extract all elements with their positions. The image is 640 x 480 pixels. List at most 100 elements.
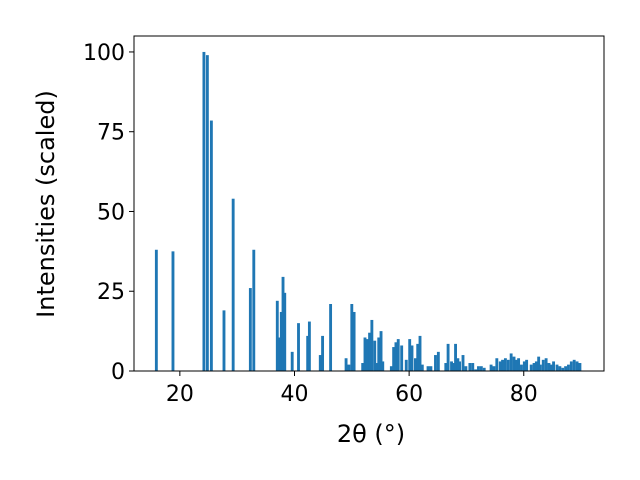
- bar: [517, 358, 521, 371]
- bar: [495, 358, 499, 371]
- bar: [205, 55, 209, 371]
- y-axis-label: Intensities (scaled): [32, 90, 60, 318]
- bar: [547, 363, 551, 371]
- bar: [429, 366, 433, 371]
- bar: [572, 359, 576, 371]
- bar: [454, 343, 457, 371]
- bars: [154, 51, 582, 371]
- bar: [275, 300, 279, 371]
- bar: [522, 361, 526, 371]
- bar: [370, 319, 374, 371]
- bar: [534, 361, 538, 371]
- bar: [492, 366, 496, 371]
- bar: [202, 51, 206, 371]
- bar: [575, 361, 579, 371]
- bar: [520, 364, 523, 371]
- bar: [464, 366, 468, 371]
- y-tick-label: 100: [83, 41, 125, 66]
- bar: [344, 358, 348, 371]
- bar: [434, 355, 437, 371]
- y-tick-label: 0: [111, 360, 125, 385]
- bar: [394, 342, 398, 371]
- bar: [389, 366, 393, 371]
- bar: [368, 332, 372, 371]
- y-axis-ticks: 0 25 50 75 100: [83, 41, 134, 385]
- bar: [350, 304, 354, 371]
- bar: [529, 364, 533, 371]
- bar: [506, 359, 510, 371]
- bar: [363, 337, 367, 371]
- bar: [503, 358, 507, 371]
- bar: [361, 363, 365, 371]
- bar: [561, 367, 565, 371]
- bar: [252, 249, 256, 371]
- bar: [471, 363, 475, 371]
- bar: [222, 310, 226, 371]
- bar: [416, 343, 420, 371]
- bar: [489, 364, 493, 371]
- bar: [418, 335, 422, 371]
- bar: [444, 363, 448, 371]
- bar: [468, 363, 472, 371]
- bar: [525, 359, 529, 371]
- x-tick-label: 40: [280, 382, 308, 407]
- bar: [279, 311, 283, 371]
- bar: [352, 311, 356, 371]
- bar: [479, 366, 483, 371]
- bar: [306, 335, 310, 371]
- bar: [450, 361, 453, 371]
- bar: [544, 358, 548, 371]
- bar: [532, 363, 536, 371]
- x-tick-label: 80: [510, 382, 538, 407]
- bar: [404, 359, 408, 371]
- bar: [458, 361, 461, 371]
- bar: [482, 367, 486, 371]
- bar: [451, 363, 455, 371]
- bar: [461, 355, 465, 371]
- bar: [552, 361, 555, 371]
- bar: [456, 358, 460, 371]
- bar: [373, 340, 377, 371]
- bar: [413, 358, 417, 371]
- bar: [474, 369, 478, 371]
- bar: [569, 361, 573, 371]
- bar: [509, 353, 513, 371]
- bar: [567, 364, 570, 371]
- y-tick-label: 25: [97, 280, 125, 305]
- bar: [248, 288, 252, 371]
- bar: [446, 343, 450, 371]
- bar: [277, 337, 281, 371]
- y-tick-label: 75: [97, 121, 125, 146]
- bar: [498, 361, 502, 371]
- bar: [558, 366, 562, 371]
- bar: [365, 339, 369, 371]
- bar: [329, 304, 333, 371]
- x-axis-label: 2θ (°): [337, 420, 405, 448]
- bar: [537, 356, 541, 371]
- x-tick-label: 60: [395, 382, 423, 407]
- bar: [477, 366, 480, 371]
- bar: [321, 335, 325, 371]
- bar: [379, 331, 383, 371]
- bar: [541, 359, 545, 371]
- bar: [381, 361, 385, 371]
- bar: [538, 364, 542, 371]
- bar: [408, 339, 412, 371]
- bar: [420, 364, 424, 371]
- bar: [154, 249, 158, 371]
- plot-frame: [133, 35, 605, 372]
- bar: [555, 364, 559, 371]
- bar: [318, 355, 322, 371]
- bar: [400, 345, 404, 371]
- bar: [436, 351, 440, 371]
- bar: [297, 323, 300, 371]
- bar: [564, 366, 568, 371]
- bar: [347, 364, 351, 371]
- bar: [377, 337, 381, 371]
- bar: [281, 276, 285, 371]
- bar: [209, 120, 213, 371]
- bar: [410, 345, 414, 371]
- x-axis-ticks: 20 40 60 80: [166, 371, 538, 407]
- x-tick-label: 20: [166, 382, 194, 407]
